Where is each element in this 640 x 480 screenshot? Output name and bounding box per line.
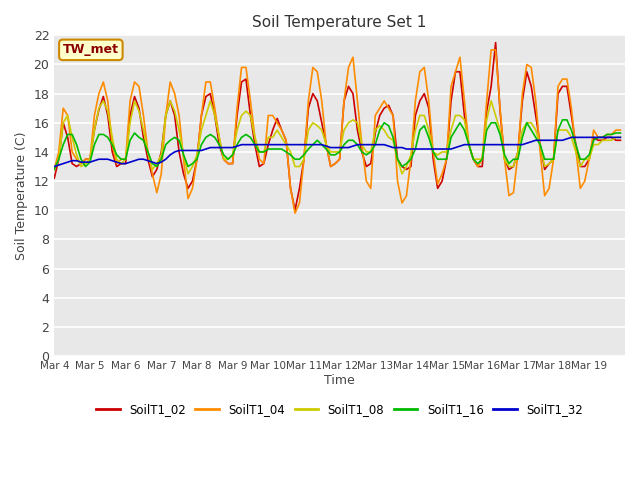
Y-axis label: Soil Temperature (C): Soil Temperature (C) xyxy=(15,132,28,260)
Text: TW_met: TW_met xyxy=(63,43,119,56)
Title: Soil Temperature Set 1: Soil Temperature Set 1 xyxy=(252,15,427,30)
X-axis label: Time: Time xyxy=(324,373,355,386)
Legend: SoilT1_02, SoilT1_04, SoilT1_08, SoilT1_16, SoilT1_32: SoilT1_02, SoilT1_04, SoilT1_08, SoilT1_… xyxy=(92,398,588,420)
